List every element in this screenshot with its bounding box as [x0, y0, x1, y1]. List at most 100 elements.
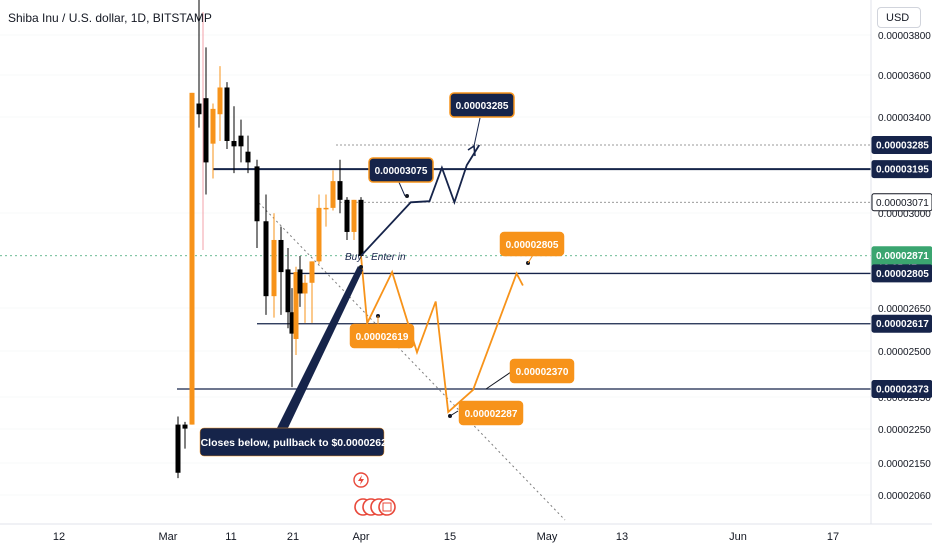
callout-leader	[473, 117, 481, 147]
price-label-box	[871, 193, 932, 212]
candle	[344, 197, 350, 240]
y-tick-label: 0.00002350	[878, 393, 931, 404]
candle-body	[351, 199, 357, 232]
candle-body	[309, 261, 315, 283]
descending-trendline	[258, 202, 566, 521]
x-tick-label: Apr	[352, 531, 369, 543]
entry-point	[359, 265, 363, 269]
target-point	[405, 194, 409, 198]
projection-path-bearish	[360, 255, 524, 414]
lightning-glyph	[358, 475, 364, 485]
candle	[175, 416, 181, 479]
x-tick-label: 13	[616, 531, 628, 543]
candle	[231, 106, 237, 174]
callout: If Closes below, pullback to $0.00002620	[191, 427, 393, 457]
callout: 0.00002619	[349, 323, 415, 349]
x-tick-label: Jun	[729, 531, 747, 543]
callout-text: 0.00002619	[356, 332, 409, 343]
x-tick-label: 12	[53, 531, 65, 543]
candle	[238, 119, 244, 163]
callout-text: 0.00002805	[506, 240, 559, 251]
candle	[316, 194, 322, 265]
candle-body	[263, 221, 269, 297]
time-axis: 12 Mar 11 21 Apr 15 May 13 Jun 17	[0, 523, 932, 543]
candle	[358, 197, 364, 259]
price-label-text: 0.00003195	[876, 165, 929, 176]
candle-body	[285, 269, 291, 313]
candle-body	[297, 269, 303, 294]
candle	[210, 103, 216, 179]
candle-body	[316, 207, 322, 262]
candle-body	[293, 272, 299, 339]
candle-body	[189, 92, 195, 425]
price-label: 0.00003071	[871, 193, 932, 212]
candle	[182, 421, 188, 449]
callout-pointer	[277, 266, 363, 428]
y-tick-label: 0.00003400	[878, 113, 931, 124]
candle	[285, 248, 291, 329]
candle	[224, 82, 230, 150]
price-label-text: 0.00002871	[876, 251, 929, 262]
price-label-box	[871, 314, 932, 333]
callout-leader	[527, 254, 534, 264]
grid-lines	[0, 34, 871, 496]
callout: 0.00003285	[449, 92, 515, 118]
symbol-title: Shiba Inu / U.S. dollar, 1D, BITSTAMP	[8, 11, 212, 25]
candle-body	[344, 199, 350, 232]
callout-leader	[449, 410, 459, 417]
candle-body	[323, 207, 329, 210]
candle	[337, 159, 343, 214]
price-label: 0.00002617	[871, 314, 932, 333]
news-icons[interactable]	[354, 498, 396, 516]
candle	[263, 194, 269, 315]
price-label: 0.00003285	[871, 136, 932, 154]
price-axis: 0.00003800 0.00003600 0.00003400 0.00003000…	[870, 0, 932, 524]
candle-body	[175, 424, 181, 473]
callout-text: If Closes below, pullback to $0.00002620	[191, 437, 393, 449]
callout-box	[349, 323, 415, 349]
price-label-text: 0.00003071	[876, 198, 929, 209]
x-tick-label: May	[537, 531, 558, 543]
candle-body	[245, 151, 251, 163]
candle	[217, 66, 223, 141]
candle	[203, 47, 209, 195]
candle	[330, 170, 336, 211]
candle-body	[271, 239, 277, 297]
y-tick-label: 0.00002060	[878, 491, 931, 502]
trendlines	[258, 202, 566, 521]
candle-body	[330, 181, 336, 208]
candle-body	[196, 103, 202, 115]
y-tick-label: 0.00002150	[878, 459, 931, 470]
candle-body	[278, 239, 284, 273]
y-tick-label: 0.00002500	[878, 347, 931, 358]
candle-body	[231, 140, 237, 147]
y-tick-label: 0.00003800	[878, 31, 931, 42]
candle-body	[224, 87, 230, 141]
candle	[271, 213, 277, 318]
callout-text: 0.00003285	[456, 101, 509, 112]
candles	[175, 0, 364, 479]
price-label-text: 0.00003285	[876, 141, 929, 152]
candle-body	[203, 98, 209, 163]
callout-text: 0.00003075	[375, 166, 428, 177]
news-icon-glyph	[382, 502, 392, 512]
candle	[297, 256, 303, 307]
candle-body	[337, 181, 343, 200]
price-label: 0.00002373	[871, 380, 932, 398]
callout-box	[458, 400, 524, 426]
candle	[302, 274, 308, 323]
callout: 0.00002370	[509, 358, 575, 384]
candle	[351, 199, 357, 240]
y-tick-label: 0.00003000	[878, 209, 931, 220]
callout-leader	[485, 371, 512, 390]
callout-box	[509, 358, 575, 384]
callout-text: 0.00002287	[465, 409, 518, 420]
price-label-text: 0.00002617	[876, 319, 929, 330]
currency-button[interactable]: USD	[877, 7, 921, 28]
projection-paths	[277, 117, 534, 428]
price-label-box	[871, 264, 932, 283]
x-tick-label: 21	[287, 531, 299, 543]
price-label-text: 0.00002373	[876, 385, 929, 396]
callout: 0.00003075	[368, 157, 434, 183]
